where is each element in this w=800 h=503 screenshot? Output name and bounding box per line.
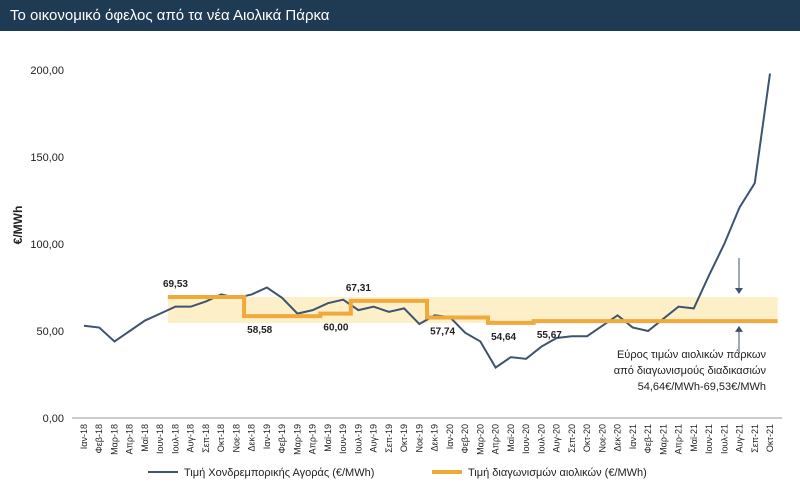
x-tick-label: Ιουν-19 <box>338 424 348 454</box>
annotation: από διαγωνισμούς διαδικασιών <box>614 365 767 377</box>
x-tick-label: Μαρ-21 <box>658 424 668 455</box>
y-tick-label: 200,00 <box>30 65 64 77</box>
annotation: Εύρος τιμών αιολικών πάρκων <box>617 349 767 361</box>
x-tick-label: Αυγ-19 <box>369 424 379 452</box>
x-tick-label: Αυγ-20 <box>552 424 562 452</box>
x-tick-label: Απρ-20 <box>491 424 501 454</box>
x-tick-label: Οκτ-21 <box>765 424 775 452</box>
x-tick-label: Μαϊ-19 <box>323 424 333 452</box>
x-tick-label: Αυγ-21 <box>735 424 745 452</box>
data-label: 57,74 <box>430 327 455 338</box>
y-tick-label: 100,00 <box>30 239 64 251</box>
x-tick-label: Νοε-20 <box>597 424 607 453</box>
x-tick-label: Απρ-19 <box>308 424 318 454</box>
series-line <box>167 295 778 325</box>
x-tick-label: Οκτ-20 <box>582 424 592 452</box>
x-tick-label: Αυγ-18 <box>186 424 196 452</box>
x-tick-label: Οκτ-18 <box>216 424 226 452</box>
y-tick-label: 150,00 <box>30 152 64 164</box>
x-tick-label: Μαϊ-18 <box>140 424 150 452</box>
x-tick-label: Μαρ-20 <box>475 424 485 455</box>
x-tick-label: Ιουν-20 <box>521 424 531 454</box>
x-tick-label: Μαρ-19 <box>292 424 302 455</box>
legend-label: Τιμή διαγωνισμών αιολικών (€/MWh) <box>468 467 647 479</box>
x-tick-label: Φεβ-21 <box>643 424 653 453</box>
x-tick-label: Απρ-21 <box>674 424 684 454</box>
x-tick-label: Ιουν-18 <box>155 424 165 454</box>
arrow-head <box>735 325 743 332</box>
x-tick-label: Σεπ-20 <box>567 424 577 453</box>
y-tick-label: 50,00 <box>36 326 64 338</box>
x-tick-label: Μαϊ-20 <box>506 424 516 452</box>
x-tick-label: Ιουλ-20 <box>536 424 546 454</box>
x-tick-label: Οκτ-19 <box>399 424 409 452</box>
x-tick-label: Απρ-18 <box>125 424 135 454</box>
x-tick-label: Φεβ-20 <box>460 424 470 453</box>
x-tick-label: Ιουλ-19 <box>353 424 363 454</box>
x-tick-label: Δεκ-18 <box>247 424 257 452</box>
x-tick-label: Νοε-19 <box>414 424 424 453</box>
x-tick-label: Μαϊ-21 <box>689 424 699 452</box>
x-tick-label: Ιαν-19 <box>262 424 272 449</box>
x-tick-label: Ιαν-18 <box>79 424 89 449</box>
x-tick-label: Σεπ-18 <box>201 424 211 453</box>
x-tick-label: Μαρ-18 <box>109 424 119 455</box>
header-bar <box>0 0 800 31</box>
x-tick-label: Φεβ-19 <box>277 424 287 453</box>
arrow-head <box>735 288 743 295</box>
chart-title: Το οικονομικό όφελος από τα νέα Αιολικά … <box>10 7 330 24</box>
x-tick-label: Δεκ-19 <box>430 424 440 452</box>
x-tick-label: Ιουλ-18 <box>170 424 180 454</box>
x-tick-label: Νοε-18 <box>231 424 241 453</box>
x-tick-label: Ιουλ-21 <box>719 424 729 454</box>
x-tick-label: Φεβ-18 <box>94 424 104 453</box>
x-tick-label: Ιαν-21 <box>628 424 638 449</box>
data-label: 55,67 <box>537 330 562 341</box>
data-label: 60,00 <box>323 323 348 334</box>
data-label: 67,31 <box>346 283 371 294</box>
y-axis-label: €/MWh <box>11 206 25 245</box>
x-tick-label: Δεκ-20 <box>613 424 623 452</box>
series-line <box>83 73 771 369</box>
x-tick-label: Ιαν-20 <box>445 424 455 449</box>
legend-label: Τιμή Χονδρεμπορικής Αγοράς (€/MWh) <box>184 467 374 479</box>
data-label: 58,58 <box>247 325 272 336</box>
x-tick-label: Σεπ-19 <box>384 424 394 453</box>
y-tick-label: 0,00 <box>43 413 64 425</box>
data-label: 54,64 <box>491 332 516 343</box>
annotation: 54,64€/MWh-69,53€/MWh <box>638 381 766 393</box>
data-label: 69,53 <box>163 279 188 290</box>
x-tick-label: Σεπ-21 <box>750 424 760 453</box>
x-tick-label: Ιουν-21 <box>704 424 714 454</box>
